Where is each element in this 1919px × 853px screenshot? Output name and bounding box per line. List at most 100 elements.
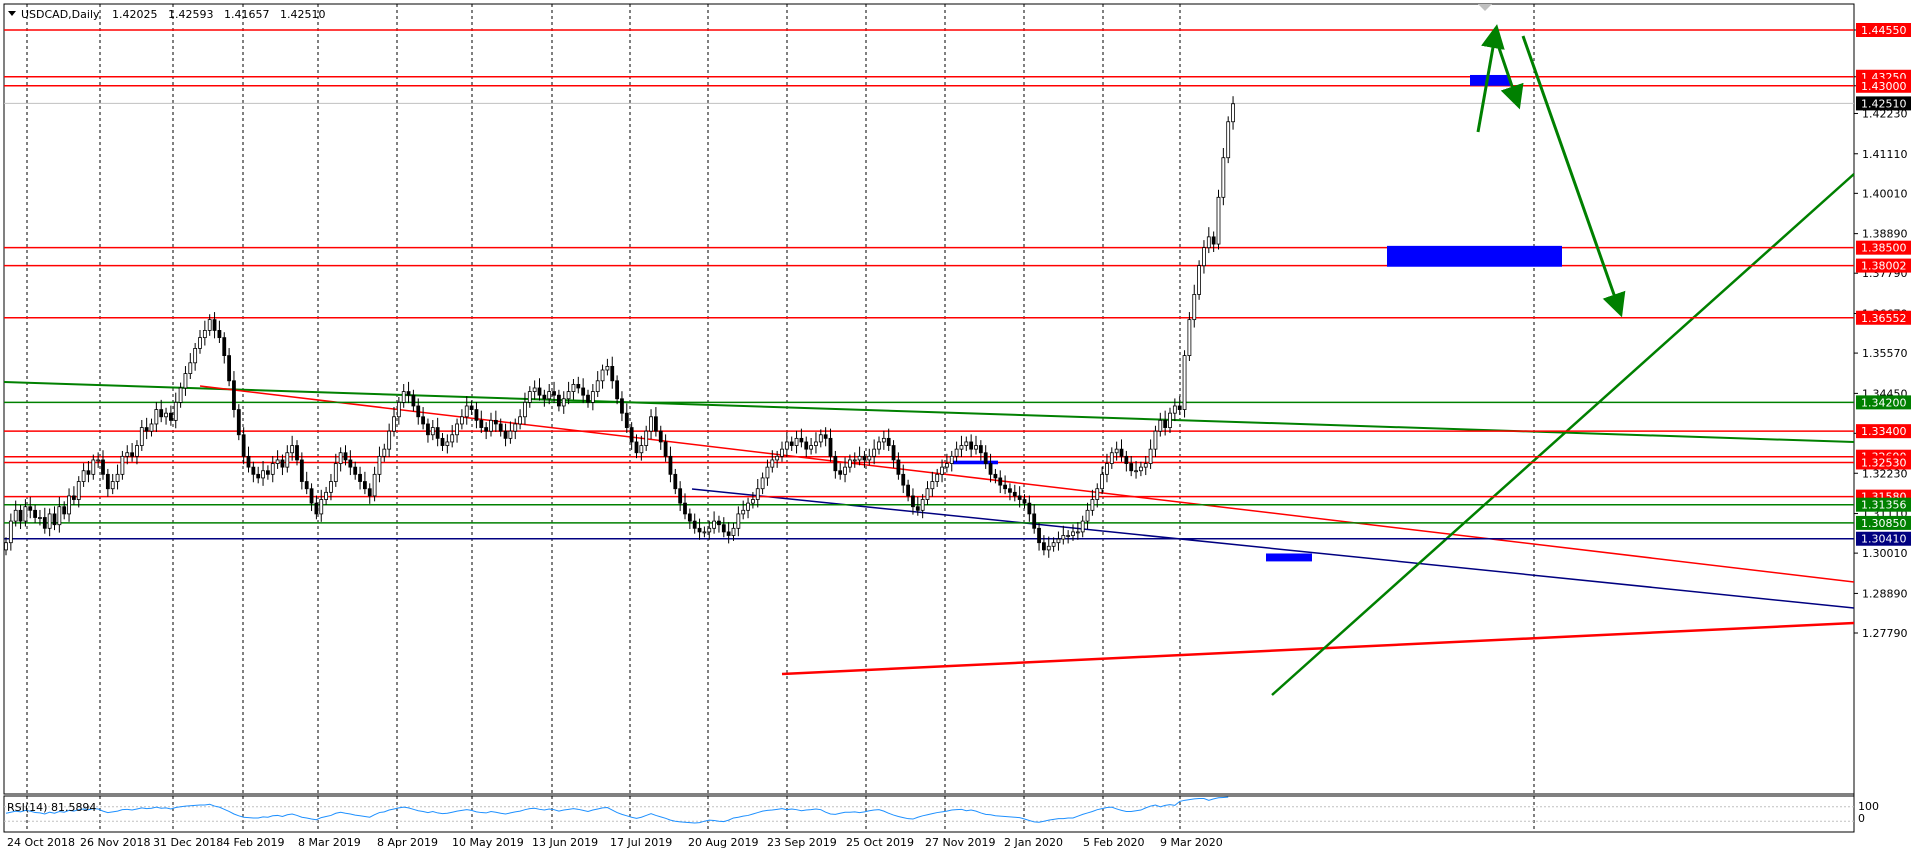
candle-body: [1061, 535, 1066, 540]
candle-body: [969, 441, 974, 450]
candle-body: [406, 391, 411, 396]
candle-body: [445, 441, 450, 446]
candle-body: [668, 455, 673, 475]
candle-body: [469, 405, 474, 410]
candle-body: [474, 409, 479, 421]
close-value: 1.42510: [280, 8, 326, 21]
candle-body: [1003, 484, 1007, 490]
x-axis-labels: 24 Oct 2018 26 Nov 2018 31 Dec 2018 4 Feb 2…: [7, 836, 1223, 849]
price-level-tag: [1856, 455, 1911, 470]
candle-body: [1148, 448, 1153, 464]
candle-body: [130, 452, 135, 457]
candle-body: [1075, 531, 1080, 534]
candle-body: [886, 437, 891, 446]
candle-body: [396, 401, 401, 418]
candle-body: [42, 517, 47, 529]
candle-body: [430, 427, 435, 436]
candle-body: [1017, 495, 1022, 500]
candles-layer: [4, 96, 1235, 558]
open-value: 1.42025: [112, 8, 158, 21]
candle-body: [38, 517, 42, 519]
x-tick-label: 31 Dec 2018: [153, 836, 223, 849]
candle-body: [809, 445, 813, 450]
price-level-tag: [1856, 258, 1911, 273]
candle-body: [610, 365, 615, 382]
candle-body: [600, 369, 605, 382]
candle-body: [547, 391, 552, 400]
candle-body: [183, 373, 188, 389]
candle-body: [333, 463, 338, 482]
candle-body: [930, 481, 935, 490]
candle-body: [595, 380, 600, 392]
candle-body: [940, 466, 944, 475]
candle-body: [47, 513, 52, 529]
x-tick-label: 4 Feb 2019: [223, 836, 284, 849]
x-tick-label: 27 Nov 2019: [925, 836, 995, 849]
candle-body: [178, 387, 183, 403]
candle-body: [877, 441, 881, 450]
candle-body: [1027, 502, 1032, 515]
candle-body: [484, 427, 489, 432]
candle-body: [746, 502, 750, 511]
candle-body: [280, 459, 285, 468]
candle-body: [915, 506, 920, 511]
candle-body: [843, 466, 847, 475]
price-level-tag-label: 1.33400: [1861, 425, 1907, 438]
candle-body: [906, 484, 910, 497]
price-level-tag: [1856, 515, 1911, 530]
candle-body: [479, 419, 484, 428]
descending-green-trendline: [3, 381, 1855, 443]
y-tick-label: 1.42230: [1862, 107, 1908, 120]
y-tick-label: 1.27790: [1862, 627, 1908, 640]
candle-body: [794, 437, 799, 446]
candle-body: [503, 430, 508, 439]
y-tick-label: 1.40010: [1862, 187, 1908, 200]
y-tick-label: 1.32230: [1862, 467, 1908, 480]
candle-body: [110, 481, 115, 490]
candle-body: [372, 473, 377, 497]
high-value: 1.42593: [168, 8, 214, 21]
candle-body: [426, 423, 430, 436]
candle-body: [615, 380, 619, 400]
candle-body: [265, 470, 270, 475]
candle-body: [726, 531, 731, 536]
candle-body: [658, 430, 663, 443]
y-tick-label: 1.28890: [1862, 587, 1908, 600]
candle-body: [896, 459, 901, 475]
low-value: 1.41657: [224, 8, 270, 21]
candle-body: [1119, 448, 1124, 457]
rsi-line: [5, 796, 1229, 824]
candle-body: [760, 477, 765, 490]
candle-body: [518, 416, 522, 425]
price-level-tag: [1856, 23, 1911, 37]
candle-body: [945, 463, 949, 468]
chart-shift-marker-icon[interactable]: [1478, 4, 1492, 11]
x-tick-label: 8 Apr 2019: [377, 836, 438, 849]
candle-body: [319, 499, 324, 515]
candle-body: [639, 445, 644, 454]
candle-body: [1163, 419, 1168, 428]
candle-body: [993, 473, 998, 479]
candle-body: [780, 448, 784, 457]
candle-body: [81, 470, 86, 482]
candle-body: [1008, 488, 1012, 493]
candle-body: [13, 509, 18, 522]
candle-body: [251, 466, 256, 475]
dropdown-triangle-icon[interactable]: [8, 11, 16, 16]
candle-body: [275, 459, 280, 464]
candle-body: [1032, 513, 1037, 529]
candle-body: [1139, 466, 1143, 472]
candle-body: [712, 520, 716, 529]
candle-body: [67, 495, 71, 515]
candle-body: [164, 412, 168, 418]
candle-body: [324, 491, 329, 500]
price-level-tag-label: 1.44550: [1861, 24, 1907, 37]
candle-body: [76, 481, 81, 500]
candle-body: [139, 427, 144, 446]
price-level-tag-label: 1.31356: [1861, 499, 1907, 512]
candle-body: [663, 441, 668, 457]
mid-zone-box: [953, 460, 998, 465]
candle-body: [314, 502, 319, 515]
candle-body: [101, 459, 105, 475]
